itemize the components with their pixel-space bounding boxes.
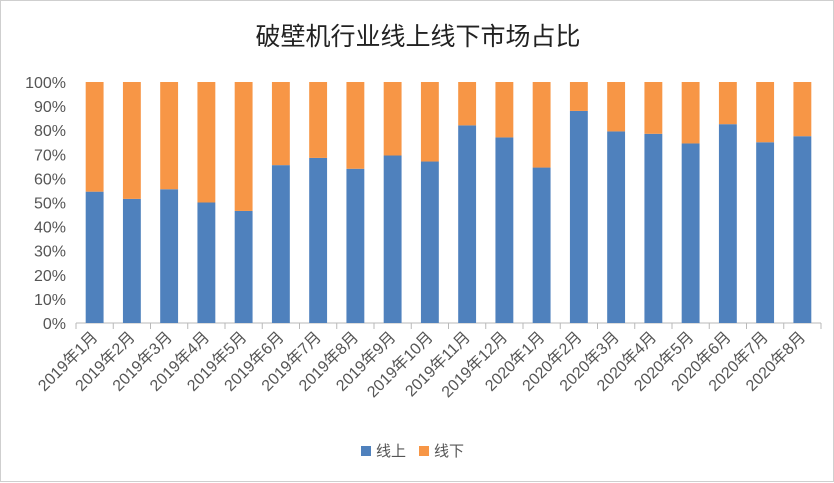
bar-segment-offline bbox=[420, 82, 439, 162]
bar-segment-online bbox=[85, 191, 104, 323]
bar-segment-offline bbox=[681, 82, 700, 144]
y-tick-label: 20% bbox=[34, 268, 66, 285]
y-tick-label: 100% bbox=[25, 75, 66, 92]
bar-segment-online bbox=[756, 142, 775, 323]
y-tick-label: 0% bbox=[43, 316, 66, 333]
y-tick-label: 50% bbox=[34, 196, 66, 213]
bar-segment-online bbox=[495, 137, 514, 323]
bar-segment-offline bbox=[756, 82, 775, 143]
bar-segment-online bbox=[569, 110, 588, 323]
bar-segment-online bbox=[793, 136, 812, 323]
bar-segment-online bbox=[234, 210, 253, 323]
bar-segment-online bbox=[420, 161, 439, 323]
bar-segment-offline bbox=[718, 82, 737, 125]
y-tick-label: 10% bbox=[34, 292, 66, 309]
y-tick-label: 60% bbox=[34, 171, 66, 188]
y-tick-label: 90% bbox=[34, 99, 66, 116]
bar-segment-offline bbox=[495, 82, 514, 138]
legend-label-online: 线上 bbox=[376, 442, 406, 460]
bar-segment-offline bbox=[532, 82, 551, 168]
y-tick-label: 70% bbox=[34, 147, 66, 164]
y-tick-label: 40% bbox=[34, 220, 66, 237]
bar-segment-online bbox=[532, 167, 551, 323]
bar-segment-online bbox=[458, 125, 477, 323]
bar-segment-online bbox=[607, 131, 626, 323]
legend-swatch-online bbox=[361, 446, 371, 456]
bar-segment-offline bbox=[122, 82, 141, 199]
bar-segment-offline bbox=[383, 82, 402, 156]
bar-segment-online bbox=[644, 133, 663, 323]
bar-segment-offline bbox=[160, 82, 179, 190]
axes bbox=[75, 322, 822, 329]
bar-segment-online bbox=[681, 143, 700, 323]
bar-segment-offline bbox=[271, 82, 290, 166]
bar-segment-online bbox=[122, 198, 141, 323]
y-tick-label: 80% bbox=[34, 123, 66, 140]
y-tick-label: 30% bbox=[34, 244, 66, 261]
legend-label-offline: 线下 bbox=[434, 442, 464, 460]
bar-segment-offline bbox=[197, 82, 216, 203]
y-axis-ticks: 0% 10% 20% 30% 40% 50% 60% 70% 80% 90% 100% bbox=[25, 75, 66, 333]
x-axis-ticks: 2019年1月2019年2月2019年3月2019年4月2019年5月2019年… bbox=[35, 328, 810, 401]
bar-segment-online bbox=[309, 157, 328, 323]
bar-segment-online bbox=[346, 168, 365, 323]
bar-segment-offline bbox=[309, 82, 328, 158]
bar-segment-offline bbox=[644, 82, 663, 134]
bars bbox=[85, 82, 812, 324]
legend: 线上 线下 bbox=[361, 442, 464, 460]
chart-title: 破壁机行业线上线下市场占比 bbox=[255, 22, 580, 51]
bar-segment-online bbox=[718, 124, 737, 324]
bar-segment-offline bbox=[234, 82, 253, 211]
bar-segment-offline bbox=[458, 82, 477, 126]
bar-segment-offline bbox=[569, 82, 588, 111]
legend-swatch-offline bbox=[419, 446, 429, 456]
bar-segment-online bbox=[160, 189, 179, 323]
bar-segment-online bbox=[197, 202, 216, 323]
bar-segment-offline bbox=[85, 82, 104, 192]
bar-segment-offline bbox=[607, 82, 626, 132]
bar-segment-offline bbox=[346, 82, 365, 169]
bar-segment-offline bbox=[793, 82, 812, 137]
bar-segment-online bbox=[383, 155, 402, 323]
bar-segment-online bbox=[271, 165, 290, 323]
